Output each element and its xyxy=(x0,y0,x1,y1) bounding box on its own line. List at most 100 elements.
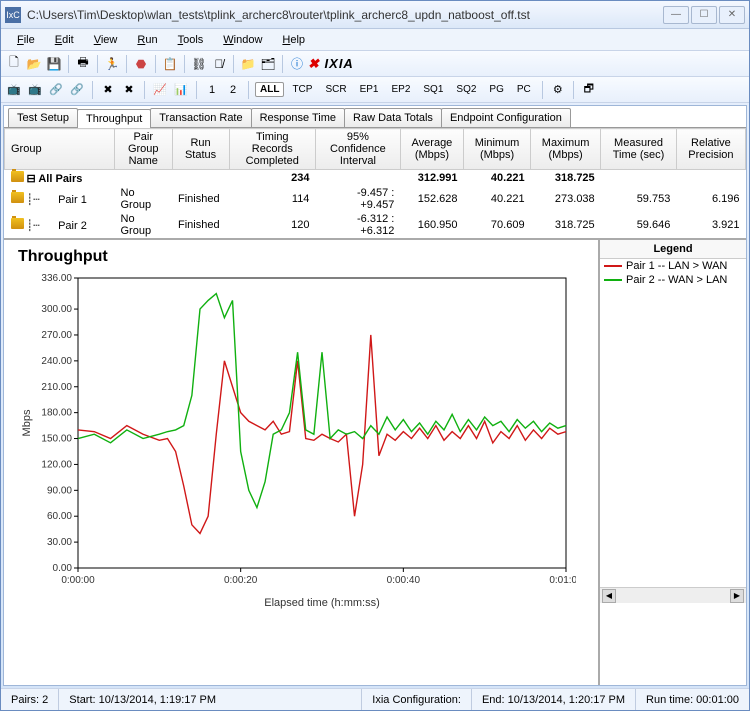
menu-run[interactable]: Run xyxy=(127,32,167,48)
menu-view[interactable]: View xyxy=(84,32,128,48)
run-icon[interactable]: 🏃 xyxy=(103,55,121,73)
tab-transaction-rate[interactable]: Transaction Rate xyxy=(150,108,251,127)
tab-raw-data[interactable]: Raw Data Totals xyxy=(344,108,442,127)
cfg-icon[interactable]: ⚙ xyxy=(549,81,567,99)
x2-icon[interactable]: ✖ xyxy=(120,81,138,99)
chart-icon[interactable]: 📈 xyxy=(151,81,169,99)
svg-text:90.00: 90.00 xyxy=(47,485,72,496)
tab-endpoint-config[interactable]: Endpoint Configuration xyxy=(441,108,571,127)
svg-text:150.00: 150.00 xyxy=(41,434,72,445)
net2-icon[interactable]: 🔗 xyxy=(68,81,86,99)
chain-icon[interactable]: ⛓ xyxy=(190,55,208,73)
menu-help[interactable]: Help xyxy=(272,32,315,48)
tabstrip: Test Setup Throughput Transaction Rate R… xyxy=(4,106,746,128)
minimize-button[interactable]: — xyxy=(663,6,689,24)
svg-text:210.00: 210.00 xyxy=(41,382,72,393)
x1-icon[interactable]: ✖ xyxy=(99,81,117,99)
status-ixia: Ixia Configuration: xyxy=(362,689,472,710)
titlebar: IxC C:\Users\Tim\Desktop\wlan_tests\tpli… xyxy=(1,1,749,29)
net-icon[interactable]: 🔗 xyxy=(47,81,65,99)
col-runstatus[interactable]: Run Status xyxy=(172,129,229,170)
filter-ep2[interactable]: EP2 xyxy=(386,83,415,96)
folder2-icon[interactable]: 🗂 xyxy=(259,55,277,73)
svg-text:270.00: 270.00 xyxy=(41,330,72,341)
col-avg[interactable]: Average (Mbps) xyxy=(400,129,463,170)
col-group[interactable]: Group xyxy=(5,129,115,170)
ixia-logo: ✖ IXIA xyxy=(308,56,354,72)
col-pairgroup[interactable]: Pair Group Name xyxy=(115,129,173,170)
legend-item[interactable]: Pair 1 -- LAN > WAN xyxy=(600,259,746,273)
info-icon[interactable]: ⓘ xyxy=(288,55,306,73)
svg-text:0:00:00: 0:00:00 xyxy=(61,575,95,586)
col-min[interactable]: Minimum (Mbps) xyxy=(464,129,531,170)
svg-text:30.00: 30.00 xyxy=(47,537,72,548)
toolbar-2: 📺 📺 🔗 🔗 ✖ ✖ 📈 📊 1 2 ALL TCP SCR EP1 EP2 … xyxy=(1,77,749,103)
scroll-left-icon[interactable]: ◀ xyxy=(602,589,616,603)
svg-text:120.00: 120.00 xyxy=(41,459,72,470)
menubar: File Edit View Run Tools Window Help xyxy=(1,29,749,51)
n2-icon[interactable]: 2 xyxy=(224,81,242,99)
svg-text:Elapsed time (h:mm:ss): Elapsed time (h:mm:ss) xyxy=(264,597,380,609)
filter-tcp[interactable]: TCP xyxy=(287,83,317,96)
close-button[interactable]: ✕ xyxy=(719,6,745,24)
copy-icon[interactable]: 📋 xyxy=(161,55,179,73)
menu-window[interactable]: Window xyxy=(213,32,272,48)
col-timing[interactable]: Timing Records Completed xyxy=(229,129,315,170)
tab-throughput[interactable]: Throughput xyxy=(77,109,151,128)
svg-text:0.00: 0.00 xyxy=(53,563,73,574)
col-max[interactable]: Maximum (Mbps) xyxy=(531,129,601,170)
throughput-chart: 0.0030.0060.0090.00120.00150.00180.00210… xyxy=(16,272,576,612)
menu-file[interactable]: File xyxy=(7,32,45,48)
chart-title: Throughput xyxy=(18,248,594,266)
table-row[interactable]: ┊┄ Pair 2No GroupFinished120-6.312 : +6.… xyxy=(5,212,746,238)
tab-response-time[interactable]: Response Time xyxy=(251,108,345,127)
filter-pg[interactable]: PG xyxy=(484,83,508,96)
svg-text:0:00:20: 0:00:20 xyxy=(224,575,258,586)
stop-icon[interactable]: ⬣ xyxy=(132,55,150,73)
svg-text:0:01:00: 0:01:00 xyxy=(549,575,576,586)
open-icon[interactable]: 📂 xyxy=(25,55,43,73)
new-icon[interactable]: 🗋 xyxy=(5,55,23,73)
filter-sq1[interactable]: SQ1 xyxy=(418,83,448,96)
n1-icon[interactable]: 1 xyxy=(203,81,221,99)
col-time[interactable]: Measured Time (sec) xyxy=(601,129,677,170)
folder-icon[interactable]: 📁 xyxy=(239,55,257,73)
status-run: Run time: 00:01:00 xyxy=(636,689,749,710)
win-icon[interactable]: 🗗 xyxy=(580,81,598,99)
chart-pane: Throughput 0.0030.0060.0090.00120.00150.… xyxy=(4,240,598,685)
statusbar: Pairs: 2 Start: 10/13/2014, 1:19:17 PM I… xyxy=(1,688,749,710)
table-row[interactable]: ⊟ All Pairs234312.99140.221318.725 xyxy=(5,170,746,187)
svg-text:240.00: 240.00 xyxy=(41,356,72,367)
svg-text:300.00: 300.00 xyxy=(41,304,72,315)
table-row[interactable]: ┊┄ Pair 1No GroupFinished114-9.457 : +9.… xyxy=(5,186,746,212)
filter-scr[interactable]: SCR xyxy=(320,83,351,96)
legend-pane: Legend Pair 1 -- LAN > WANPair 2 -- WAN … xyxy=(598,240,746,685)
svg-text:0:00:40: 0:00:40 xyxy=(387,575,421,586)
col-conf[interactable]: 95% Confidence Interval xyxy=(315,129,400,170)
scroll-right-icon[interactable]: ▶ xyxy=(730,589,744,603)
legend-item[interactable]: Pair 2 -- WAN > LAN xyxy=(600,273,746,287)
tab-test-setup[interactable]: Test Setup xyxy=(8,108,78,127)
filter-sq2[interactable]: SQ2 xyxy=(451,83,481,96)
legend-title: Legend xyxy=(600,240,746,259)
svg-text:Mbps: Mbps xyxy=(21,409,33,436)
content: Test Setup Throughput Transaction Rate R… xyxy=(3,105,747,686)
unchain-icon[interactable]: ⛓̸ xyxy=(210,55,228,73)
tv1-icon[interactable]: 📺 xyxy=(5,81,23,99)
menu-edit[interactable]: Edit xyxy=(45,32,84,48)
app-window: IxC C:\Users\Tim\Desktop\wlan_tests\tpli… xyxy=(0,0,750,711)
tv2-icon[interactable]: 📺 xyxy=(26,81,44,99)
legend-scrollbar[interactable]: ◀ ▶ xyxy=(600,587,746,603)
filter-ep1[interactable]: EP1 xyxy=(355,83,384,96)
chart2-icon[interactable]: 📊 xyxy=(172,81,190,99)
app-icon: IxC xyxy=(5,7,21,23)
filter-all[interactable]: ALL xyxy=(255,82,284,97)
print-icon[interactable]: 🖶 xyxy=(74,55,92,73)
toolbar-1: 🗋 📂 💾 🖶 🏃 ⬣ 📋 ⛓ ⛓̸ 📁 🗂 ⓘ ✖ IXIA xyxy=(1,51,749,77)
status-start: Start: 10/13/2014, 1:19:17 PM xyxy=(59,689,362,710)
col-prec[interactable]: Relative Precision xyxy=(676,129,745,170)
save-icon[interactable]: 💾 xyxy=(45,55,63,73)
filter-pc[interactable]: PC xyxy=(512,83,536,96)
menu-tools[interactable]: Tools xyxy=(168,32,214,48)
maximize-button[interactable]: ☐ xyxy=(691,6,717,24)
